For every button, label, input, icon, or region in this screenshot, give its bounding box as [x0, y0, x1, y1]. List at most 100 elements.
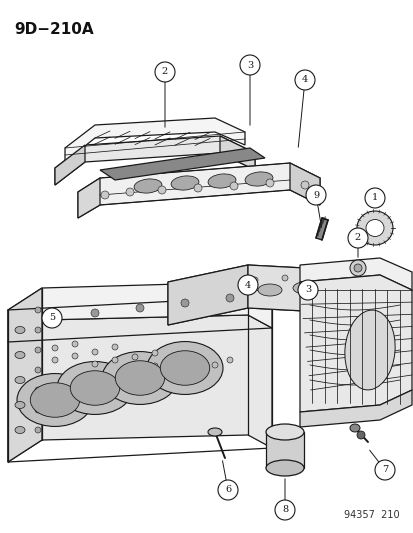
Circle shape: [316, 274, 322, 280]
Ellipse shape: [266, 424, 303, 440]
Ellipse shape: [15, 351, 25, 359]
Circle shape: [132, 367, 138, 373]
Circle shape: [374, 460, 394, 480]
Circle shape: [353, 264, 361, 272]
Circle shape: [35, 387, 41, 393]
Polygon shape: [78, 163, 319, 218]
Circle shape: [171, 371, 178, 377]
Text: 4: 4: [244, 280, 251, 289]
Ellipse shape: [344, 310, 394, 390]
Circle shape: [35, 307, 41, 313]
Circle shape: [112, 357, 118, 363]
Circle shape: [171, 359, 178, 365]
Circle shape: [281, 275, 287, 281]
Circle shape: [211, 362, 218, 368]
Text: 8: 8: [281, 505, 287, 514]
Circle shape: [158, 186, 166, 194]
Circle shape: [294, 70, 314, 90]
Circle shape: [192, 367, 197, 373]
Polygon shape: [219, 136, 254, 170]
Circle shape: [35, 407, 41, 413]
Polygon shape: [55, 145, 85, 185]
Ellipse shape: [257, 284, 281, 296]
Ellipse shape: [292, 282, 316, 294]
Circle shape: [35, 367, 41, 373]
Text: 2: 2: [161, 68, 168, 77]
Circle shape: [240, 55, 259, 75]
Ellipse shape: [362, 281, 386, 293]
Circle shape: [52, 357, 58, 363]
Circle shape: [192, 355, 197, 361]
Ellipse shape: [208, 174, 235, 188]
Circle shape: [92, 361, 98, 367]
Circle shape: [101, 191, 109, 199]
Circle shape: [52, 345, 58, 351]
Circle shape: [300, 181, 308, 189]
Circle shape: [132, 354, 138, 360]
Polygon shape: [247, 265, 379, 315]
Circle shape: [297, 280, 317, 300]
Circle shape: [310, 186, 318, 194]
Ellipse shape: [365, 220, 383, 237]
Text: 1: 1: [371, 193, 377, 203]
Ellipse shape: [147, 342, 223, 394]
Ellipse shape: [349, 424, 359, 432]
Polygon shape: [100, 148, 264, 180]
Polygon shape: [266, 432, 303, 468]
Text: 3: 3: [304, 286, 311, 295]
Circle shape: [305, 185, 325, 205]
Circle shape: [364, 188, 384, 208]
Circle shape: [91, 309, 99, 317]
Polygon shape: [168, 265, 404, 328]
Polygon shape: [65, 118, 244, 162]
Polygon shape: [299, 390, 411, 427]
Circle shape: [225, 294, 233, 302]
Polygon shape: [299, 275, 411, 412]
Circle shape: [72, 341, 78, 347]
Ellipse shape: [134, 179, 161, 193]
Circle shape: [351, 274, 357, 280]
Circle shape: [180, 299, 189, 307]
Ellipse shape: [15, 426, 25, 433]
Circle shape: [112, 344, 118, 350]
Text: 3: 3: [246, 61, 252, 69]
Circle shape: [226, 357, 233, 363]
Circle shape: [92, 349, 98, 355]
Circle shape: [347, 228, 367, 248]
Ellipse shape: [102, 352, 178, 405]
Ellipse shape: [15, 376, 25, 384]
Text: 4: 4: [301, 76, 307, 85]
Circle shape: [394, 289, 400, 295]
Circle shape: [384, 277, 390, 283]
Circle shape: [252, 277, 257, 283]
Circle shape: [35, 347, 41, 353]
Polygon shape: [55, 136, 254, 185]
Text: 6: 6: [224, 486, 230, 495]
Circle shape: [230, 182, 237, 190]
Text: 9D−210A: 9D−210A: [14, 22, 93, 37]
Circle shape: [72, 353, 78, 359]
Ellipse shape: [70, 371, 119, 405]
Circle shape: [274, 500, 294, 520]
Circle shape: [35, 327, 41, 333]
Ellipse shape: [30, 383, 80, 417]
Ellipse shape: [171, 176, 199, 190]
Polygon shape: [8, 315, 271, 462]
Circle shape: [136, 304, 144, 312]
Text: 7: 7: [381, 465, 387, 474]
Polygon shape: [315, 218, 327, 240]
Polygon shape: [299, 258, 411, 290]
Text: 9: 9: [312, 190, 318, 199]
Ellipse shape: [115, 361, 164, 395]
Circle shape: [237, 275, 257, 295]
Circle shape: [51, 314, 59, 322]
Ellipse shape: [15, 327, 25, 334]
Circle shape: [152, 350, 158, 356]
Ellipse shape: [57, 361, 133, 415]
Polygon shape: [8, 288, 42, 462]
Circle shape: [349, 260, 365, 276]
Circle shape: [42, 308, 62, 328]
Circle shape: [126, 188, 134, 196]
Ellipse shape: [266, 460, 303, 476]
Ellipse shape: [356, 211, 392, 245]
